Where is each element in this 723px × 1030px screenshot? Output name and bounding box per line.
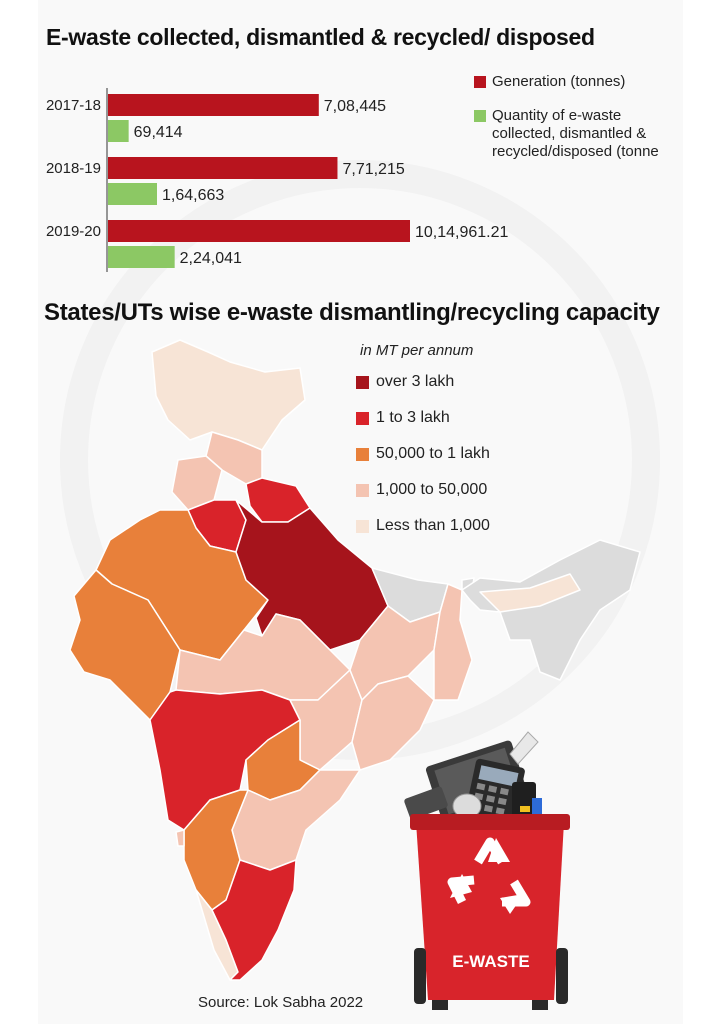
- map-legend: in MT per annum over 3 lakh 1 to 3 lakh …: [356, 342, 490, 551]
- bin-label: E-WASTE: [452, 952, 529, 971]
- map-legend-swatch: [356, 520, 369, 533]
- region-gujarat: [69, 569, 181, 721]
- source-note: Source: Lok Sabha 2022: [198, 994, 364, 1011]
- india-map: [69, 339, 641, 981]
- map-legend-item-over-3-lakh: over 3 lakh: [356, 371, 490, 407]
- map-legend-label: 1,000 to 50,000: [376, 481, 488, 498]
- data-label: 7,08,445: [324, 98, 386, 115]
- region-goa: [175, 829, 185, 847]
- map-legend-item-1000-to-50000: 1,000 to 50,000: [356, 479, 490, 515]
- legend-swatch-generation: [474, 76, 486, 88]
- map-legend-item-1-to-3-lakh: 1 to 3 lakh: [356, 407, 490, 443]
- ewaste-bin-illustration: E-WASTE: [404, 731, 570, 1010]
- bar-generation: [108, 157, 338, 179]
- data-label: 2,24,041: [180, 250, 242, 267]
- region-west-bengal: [433, 583, 473, 701]
- region-odisha: [351, 675, 435, 771]
- map-legend-swatch: [356, 484, 369, 497]
- bar-chart: 2017-18 7,08,445 69,414 2018-19 7,71,215 1,64…: [46, 88, 509, 272]
- map-legend-label: 50,000 to 1 lakh: [376, 445, 490, 462]
- region-northeast: [461, 539, 641, 681]
- bar-collected: [108, 246, 175, 268]
- region-jammu-kashmir: [151, 339, 306, 451]
- bar-generation: [108, 94, 319, 116]
- bar-collected: [108, 183, 157, 205]
- legend-item-generation: Generation (tonnes): [474, 73, 704, 91]
- data-label: 7,71,215: [342, 161, 404, 178]
- region-jharkhand: [349, 605, 441, 701]
- map-legend-swatch: [356, 448, 369, 461]
- gadgets-pile-icon: [404, 731, 542, 827]
- map-legend-swatch: [356, 412, 369, 425]
- map-legend-unit: in MT per annum: [360, 342, 474, 359]
- map-legend-swatch: [356, 376, 369, 389]
- map-legend-label: over 3 lakh: [376, 373, 455, 390]
- legend-swatch-collected: [474, 110, 486, 122]
- data-label: 69,414: [134, 124, 183, 141]
- map-legend-label: Less than 1,000: [376, 517, 490, 534]
- map-title: States/UTs wise e-waste dismantling/recy…: [44, 299, 660, 326]
- category-label: 2019-20: [46, 223, 101, 240]
- category-label: 2017-18: [46, 97, 101, 114]
- chart-title: E-waste collected, dismantled & recycled…: [46, 24, 595, 50]
- data-label: 1,64,663: [162, 187, 224, 204]
- bar-legend: Generation (tonnes) Quantity of e-waste …: [474, 73, 704, 177]
- region-assam: [479, 573, 581, 613]
- bar-collected: [108, 120, 129, 142]
- map-legend-item-50000-to-1-lakh: 50,000 to 1 lakh: [356, 443, 490, 479]
- legend-item-collected: Quantity of e-waste collected, dismantle…: [474, 107, 704, 161]
- data-label: 10,14,961.21: [415, 224, 509, 241]
- legend-label-collected: Quantity of e-waste collected, dismantle…: [492, 107, 659, 160]
- map-legend-label: 1 to 3 lakh: [376, 409, 450, 426]
- bar-generation: [108, 220, 410, 242]
- legend-label-generation: Generation (tonnes): [492, 73, 626, 90]
- map-legend-item-less-than-1000: Less than 1,000: [356, 515, 490, 551]
- region-tamil-nadu: [211, 859, 297, 981]
- category-label: 2018-19: [46, 160, 101, 177]
